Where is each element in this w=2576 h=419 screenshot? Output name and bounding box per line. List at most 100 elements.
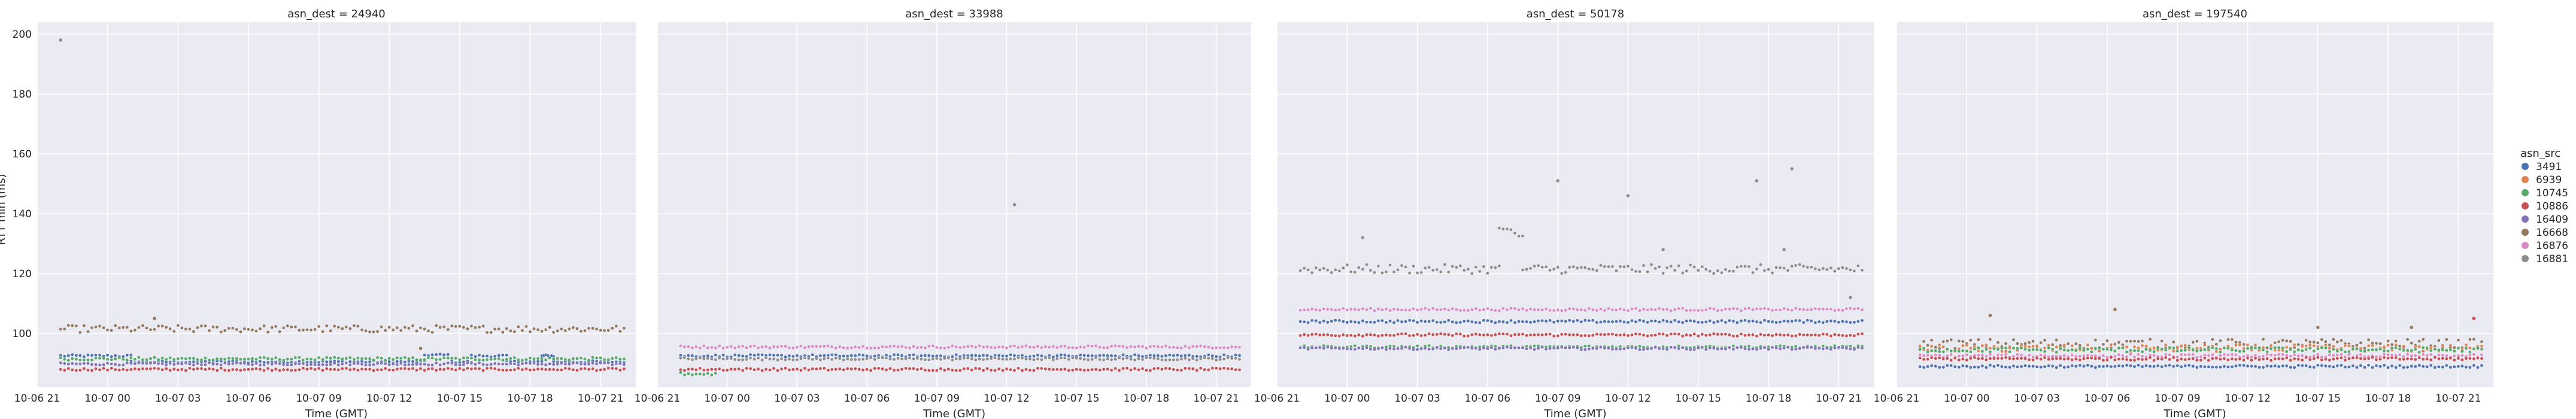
data-point <box>2148 356 2152 360</box>
data-point <box>861 357 865 361</box>
x-axis-label: Time (GMT) <box>2163 408 2226 419</box>
data-point <box>760 345 764 349</box>
data-point <box>1976 349 1980 353</box>
data-point <box>1731 319 1735 323</box>
data-point <box>344 361 348 365</box>
data-point <box>1844 347 1849 350</box>
data-point <box>2043 346 2047 350</box>
data-point <box>450 367 454 371</box>
data-point <box>2452 365 2456 369</box>
data-point <box>544 327 548 332</box>
data-point <box>254 357 258 362</box>
data-point <box>356 368 360 372</box>
data-point <box>1778 333 1782 337</box>
data-point <box>1407 271 1412 275</box>
data-point <box>2199 358 2203 362</box>
data-point <box>815 357 818 360</box>
data-point <box>2273 346 2277 350</box>
data-point <box>1564 271 1567 274</box>
data-point <box>830 353 834 357</box>
data-point <box>1649 319 1653 323</box>
data-point <box>98 363 102 367</box>
data-point <box>2140 339 2144 343</box>
data-point <box>430 353 434 357</box>
data-point <box>540 329 544 333</box>
facet-panel: asn_dest = 2494010012014016018020010-06 … <box>13 8 636 419</box>
data-point <box>784 344 787 348</box>
data-point <box>540 367 544 371</box>
data-point <box>375 330 380 333</box>
data-point <box>1152 344 1156 348</box>
data-point <box>1533 348 1536 351</box>
data-point <box>2129 348 2132 353</box>
data-point <box>1564 346 1567 350</box>
data-point <box>512 368 517 372</box>
data-point <box>1961 344 1965 348</box>
data-point <box>2340 338 2343 342</box>
data-point <box>395 326 399 330</box>
data-point <box>415 329 418 333</box>
data-point <box>1353 320 1357 324</box>
data-point <box>779 357 784 361</box>
data-point <box>2351 347 2355 351</box>
data-point <box>1774 332 1778 336</box>
data-point <box>1533 308 1536 312</box>
data-point <box>1595 269 1599 272</box>
data-point <box>869 356 873 360</box>
data-point <box>1559 345 1564 350</box>
data-point <box>591 356 594 359</box>
data-point <box>360 357 364 360</box>
data-point <box>274 356 278 360</box>
data-point <box>2417 339 2421 343</box>
data-point <box>1454 332 1458 336</box>
data-point <box>223 357 227 362</box>
data-point <box>82 324 86 327</box>
data-point <box>606 329 611 332</box>
data-point <box>1949 349 1953 353</box>
outlier-point <box>1782 247 1786 252</box>
data-point <box>2171 365 2176 368</box>
data-point <box>1392 347 1396 351</box>
data-point <box>1431 347 1435 351</box>
data-point <box>2117 364 2121 368</box>
data-point <box>1728 318 1731 323</box>
data-point <box>1813 347 1818 350</box>
data-point <box>2152 354 2156 357</box>
data-point <box>548 368 552 372</box>
data-point <box>1075 346 1078 350</box>
data-point <box>1976 365 1980 369</box>
data-point <box>219 366 223 371</box>
data-point <box>223 361 227 365</box>
data-point <box>71 324 74 327</box>
data-point <box>1489 333 1494 338</box>
data-point <box>1137 357 1140 361</box>
data-point <box>125 368 129 372</box>
data-point <box>1148 369 1152 372</box>
data-point <box>900 354 904 357</box>
data-point <box>2047 364 2050 368</box>
data-point <box>2043 350 2047 354</box>
data-point <box>1536 333 1540 337</box>
data-point <box>1443 307 1446 311</box>
data-point <box>403 356 407 360</box>
data-point <box>787 346 791 350</box>
data-point <box>2109 343 2113 347</box>
data-point <box>1649 347 1653 351</box>
data-point <box>1117 344 1121 348</box>
data-point <box>2055 345 2058 349</box>
data-point <box>1638 344 1642 348</box>
data-point <box>1755 347 1759 351</box>
data-point <box>560 368 563 372</box>
data-point <box>2058 344 2062 348</box>
data-point <box>1168 353 1172 357</box>
data-point <box>129 362 133 365</box>
data-point <box>2210 365 2214 369</box>
data-point <box>1708 269 1712 273</box>
data-point <box>2347 350 2351 354</box>
data-point <box>1801 308 1806 311</box>
data-point <box>1844 334 1849 338</box>
data-point <box>1685 269 1688 273</box>
data-point <box>1646 270 1649 274</box>
data-point <box>912 357 915 361</box>
data-point <box>764 345 768 348</box>
